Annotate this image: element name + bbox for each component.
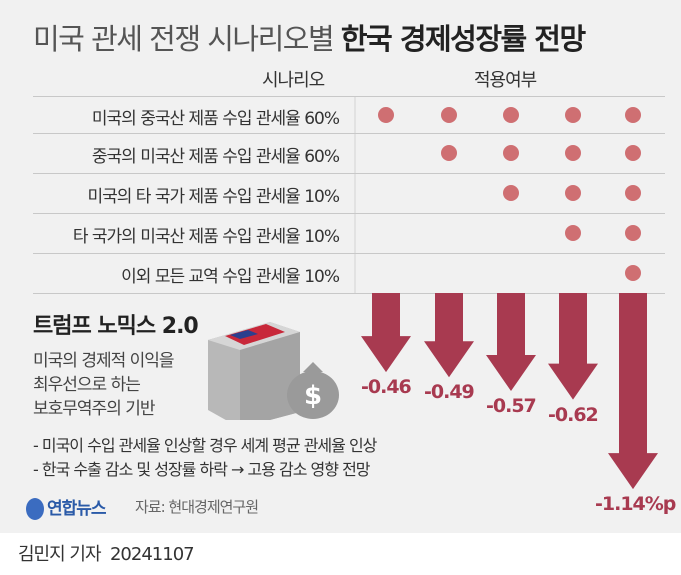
svg-text:$: $ <box>304 381 322 411</box>
applied-dot <box>625 265 641 281</box>
logo-globe-icon <box>26 498 44 520</box>
scenario-label: 미국의 중국산 제품 수입 관세율 60% <box>91 108 340 129</box>
applied-dot <box>441 106 457 123</box>
info-desc: 보호무역주의 기반 <box>33 399 156 419</box>
header-applied: 적용여부 <box>474 70 537 91</box>
row-divider <box>33 96 665 97</box>
row-divider <box>33 173 665 174</box>
applied-dot <box>503 106 519 123</box>
bullet-item: - 미국이 수입 관세율 인상할 경우 세계 평균 관세율 인상 <box>33 436 377 455</box>
row-divider <box>33 253 665 254</box>
applied-dot <box>565 225 581 241</box>
applied-dot <box>625 185 641 201</box>
applied-dot <box>565 145 581 161</box>
value-label: -0.46 <box>361 376 412 399</box>
info-desc: 최우선으로 하는 <box>33 375 141 395</box>
value-label: -0.57 <box>486 395 537 418</box>
us-flag-icon <box>225 324 285 345</box>
value-label: -1.14%p <box>595 493 676 516</box>
bullet-item: - 한국 수출 감소 및 성장률 하락 → 고용 감소 영향 전망 <box>33 460 371 479</box>
down-arrow-bar <box>486 293 536 392</box>
byline: 김민지 기자 20241107 <box>18 544 195 565</box>
money-bag-icon <box>287 371 339 419</box>
row-divider <box>33 133 665 134</box>
applied-dot <box>503 185 519 201</box>
applied-dot <box>565 106 581 123</box>
applied-dot <box>625 225 641 241</box>
value-label: -0.49 <box>424 381 475 404</box>
page-title: 미국 관세 전쟁 시나리오별 한국 경제성장률 전망 <box>33 22 586 56</box>
applied-dot <box>441 145 457 161</box>
scenario-label: 미국의 타 국가 제품 수입 관세율 10% <box>87 187 340 207</box>
yonhap-logo: 연합뉴스 <box>26 494 107 520</box>
container-moneybag-illustration: $ <box>208 322 339 420</box>
source-text: 자료: 현대경제연구원 <box>135 498 259 516</box>
down-arrow-bar <box>361 293 411 373</box>
infographic-panel <box>0 0 681 533</box>
down-arrow-bar <box>548 293 598 400</box>
scenario-label: 중국의 미국산 제품 수입 관세율 60% <box>91 147 340 167</box>
down-arrow-bar <box>424 293 474 378</box>
applied-dot <box>625 106 641 123</box>
header-scenario: 시나리오 <box>262 70 325 91</box>
applied-dot <box>625 145 641 161</box>
scenario-label: 타 국가의 미국산 제품 수입 관세율 10% <box>72 227 340 247</box>
applied-dot <box>378 106 394 123</box>
value-label: -0.62 <box>548 403 599 426</box>
info-desc: 미국의 경제적 이익을 <box>33 351 175 371</box>
row-divider <box>33 213 665 214</box>
applied-dot <box>565 185 581 201</box>
column-divider <box>354 96 356 293</box>
info-heading: 트럼프 노믹스 2.0 <box>33 314 199 339</box>
row-divider <box>33 293 665 294</box>
applied-dot <box>503 145 519 161</box>
arrow-chart <box>361 293 658 490</box>
scenario-label: 이외 모든 교역 수입 관세율 10% <box>121 267 340 287</box>
down-arrow-bar <box>608 293 658 490</box>
